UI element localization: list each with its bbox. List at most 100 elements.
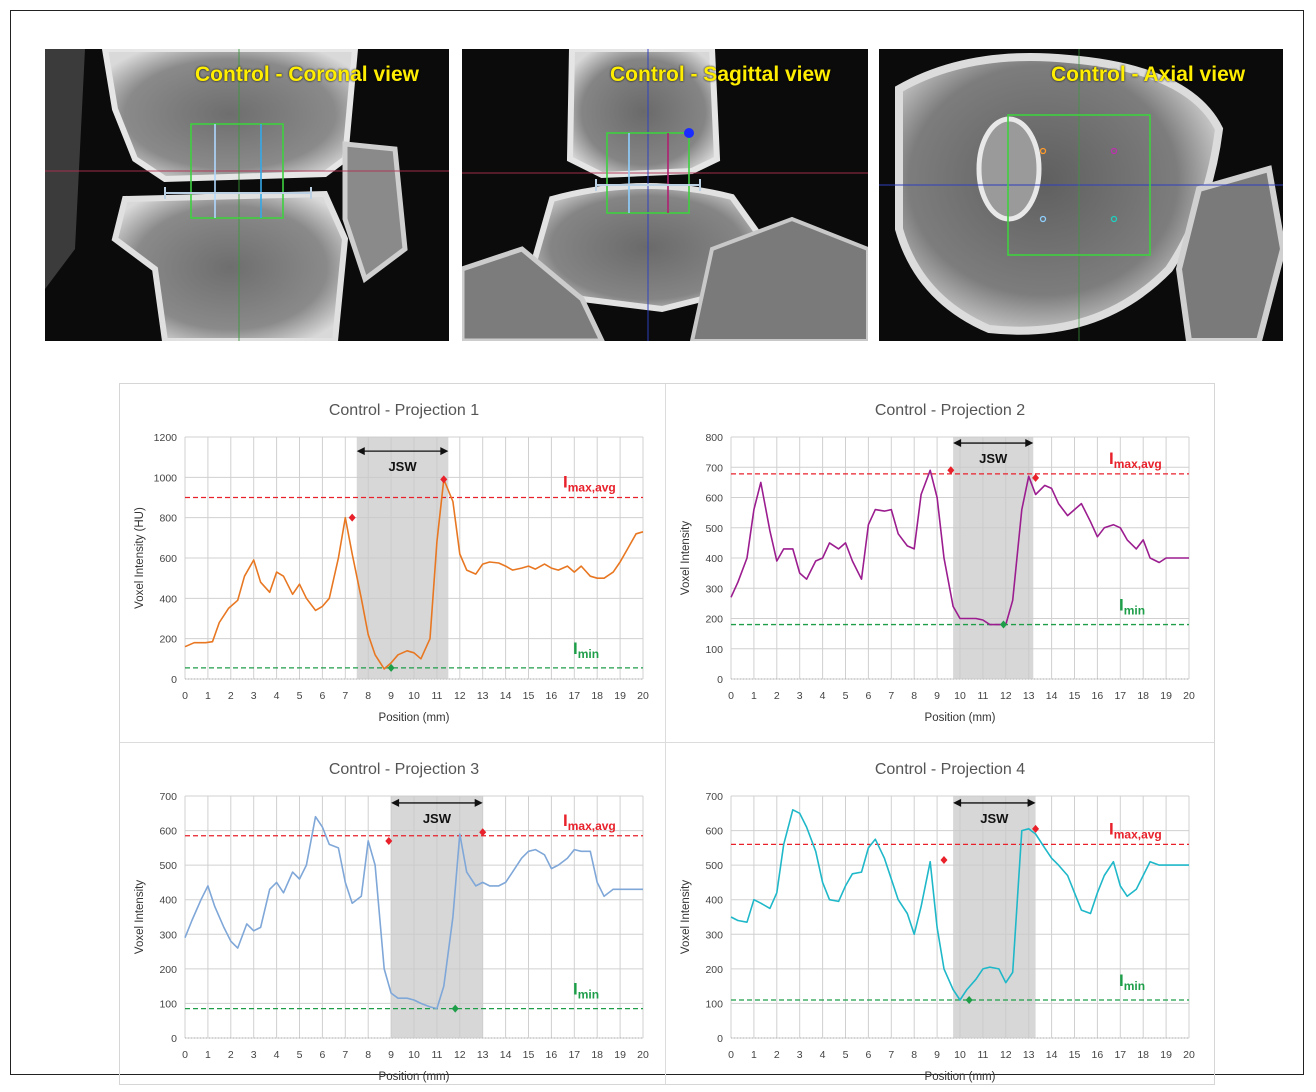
min-point-marker — [965, 995, 973, 1004]
imax-sub: max,avg — [1114, 827, 1162, 841]
x-tick-label: 8 — [911, 690, 917, 702]
x-tick-label: 5 — [843, 1049, 849, 1061]
imin-label: Imin — [1119, 971, 1145, 993]
jsw-band — [953, 437, 1034, 679]
jsw-label: JSW — [980, 811, 1009, 826]
jsw-arrow-head-right — [1025, 439, 1034, 448]
x-tick-label: 0 — [182, 690, 188, 702]
x-tick-label: 7 — [342, 690, 348, 702]
x-tick-label: 13 — [1023, 1049, 1035, 1061]
x-tick-label: 7 — [888, 690, 894, 702]
max-point-marker — [479, 828, 487, 837]
x-tick-label: 19 — [614, 1049, 626, 1061]
jsw-arrow-head-left — [953, 439, 962, 448]
x-tick-label: 20 — [1183, 690, 1195, 702]
y-tick-label: 400 — [705, 895, 723, 907]
x-tick-label: 11 — [431, 1049, 442, 1061]
imax-main: I — [1109, 449, 1114, 468]
x-tick-label: 15 — [523, 690, 535, 702]
intensity-series-line — [730, 469, 1189, 626]
chart-title: Control - Projection 1 — [329, 402, 479, 419]
imin-label: Imin — [573, 639, 599, 661]
max-point-marker — [348, 513, 356, 522]
y-tick-label: 300 — [159, 929, 177, 941]
imin-sub: min — [1124, 979, 1145, 993]
x-tick-label: 10 — [954, 1049, 966, 1061]
x-tick-label: 12 — [454, 690, 466, 702]
imax-main: I — [563, 811, 568, 830]
x-tick-label: 18 — [1137, 690, 1149, 702]
projection-1-chart: Control - Projection 1 0 200 400 600 800 1000 1… — [121, 385, 661, 733]
x-tick-label: 6 — [319, 690, 325, 702]
max-point-marker — [947, 466, 955, 475]
x-tick-label: 6 — [319, 1049, 325, 1061]
imax-avg-label: Imax,avg — [1109, 449, 1162, 471]
x-tick-label: 18 — [591, 1049, 603, 1061]
y-axis-label: Voxel Intensity — [134, 880, 146, 954]
x-tick-label: 10 — [954, 690, 966, 702]
x-tick-label: 19 — [614, 690, 626, 702]
intensity-series-line — [184, 478, 644, 670]
imin-sub: min — [578, 647, 599, 661]
x-tick-label: 11 — [977, 1049, 988, 1061]
x-tick-label: 20 — [1183, 1049, 1195, 1061]
imin-label: Imin — [573, 980, 599, 1002]
x-tick-label: 12 — [1000, 1049, 1012, 1061]
y-axis-label: Voxel Intensity — [680, 880, 692, 954]
projection-2-svg: Control - Projection 2010020030040050060… — [680, 402, 1195, 724]
x-tick-label: 7 — [342, 1049, 348, 1061]
x-tick-label: 16 — [1092, 690, 1104, 702]
x-tick-label: 1 — [205, 1049, 211, 1061]
projection-2-chart: Control - Projection 2 0 100 200 300 400 500 60… — [667, 385, 1207, 733]
x-tick-label: 20 — [637, 690, 649, 702]
y-tick-label: 600 — [159, 553, 177, 565]
jsw-label: JSW — [388, 459, 417, 474]
x-tick-label: 19 — [1160, 690, 1172, 702]
x-tick-label: 13 — [1023, 690, 1035, 702]
x-tick-label: 14 — [1046, 690, 1058, 702]
x-tick-label: 13 — [477, 1049, 489, 1061]
y-tick-label: 200 — [159, 964, 177, 976]
x-tick-label: 11 — [431, 690, 442, 702]
y-tick-label: 600 — [705, 493, 723, 505]
imax-sub: max,avg — [568, 481, 616, 495]
y-tick-label: 700 — [159, 791, 177, 803]
imax-avg-label: Imax,avg — [563, 811, 616, 833]
y-tick-label: 300 — [705, 583, 723, 595]
x-tick-label: 16 — [1092, 1049, 1104, 1061]
imax-main: I — [563, 473, 568, 492]
projection-1-svg: Control - Projection 1020040060080010001… — [134, 402, 649, 724]
x-tick-label: 2 — [228, 690, 234, 702]
y-tick-label: 400 — [159, 895, 177, 907]
x-tick-label: 5 — [297, 690, 303, 702]
x-tick-label: 5 — [297, 1049, 303, 1061]
min-point-marker — [1000, 620, 1008, 629]
x-tick-label: 1 — [751, 1049, 757, 1061]
jsw-arrow-head-left — [391, 798, 400, 807]
y-tick-label: 100 — [705, 998, 723, 1010]
imax-avg-label: Imax,avg — [563, 473, 616, 495]
coronal-ct-scan — [45, 49, 449, 341]
imax-sub: max,avg — [1114, 457, 1162, 471]
x-tick-label: 19 — [1160, 1049, 1172, 1061]
x-tick-label: 10 — [408, 1049, 420, 1061]
x-tick-label: 13 — [477, 690, 489, 702]
y-tick-label: 200 — [705, 964, 723, 976]
y-axis-label: Voxel Intensity (HU) — [134, 507, 146, 609]
x-tick-label: 9 — [934, 690, 940, 702]
x-tick-label: 14 — [500, 690, 512, 702]
x-tick-label: 12 — [454, 1049, 466, 1061]
jsw-band — [953, 796, 1036, 1038]
sagittal-view-title: Control - Sagittal view — [610, 63, 831, 86]
x-tick-label: 1 — [751, 690, 757, 702]
x-tick-label: 18 — [591, 690, 603, 702]
x-tick-label: 9 — [388, 1049, 394, 1061]
x-tick-label: 15 — [1069, 1049, 1081, 1061]
x-tick-label: 17 — [1114, 690, 1126, 702]
y-axis-label: Voxel Intensity — [680, 521, 692, 595]
x-axis-label: Position (mm) — [379, 1071, 450, 1083]
y-tick-label: 200 — [159, 634, 177, 646]
y-tick-label: 500 — [705, 523, 723, 535]
x-tick-label: 18 — [1137, 1049, 1149, 1061]
coronal-view-image: Control - Coronal view — [45, 49, 449, 341]
